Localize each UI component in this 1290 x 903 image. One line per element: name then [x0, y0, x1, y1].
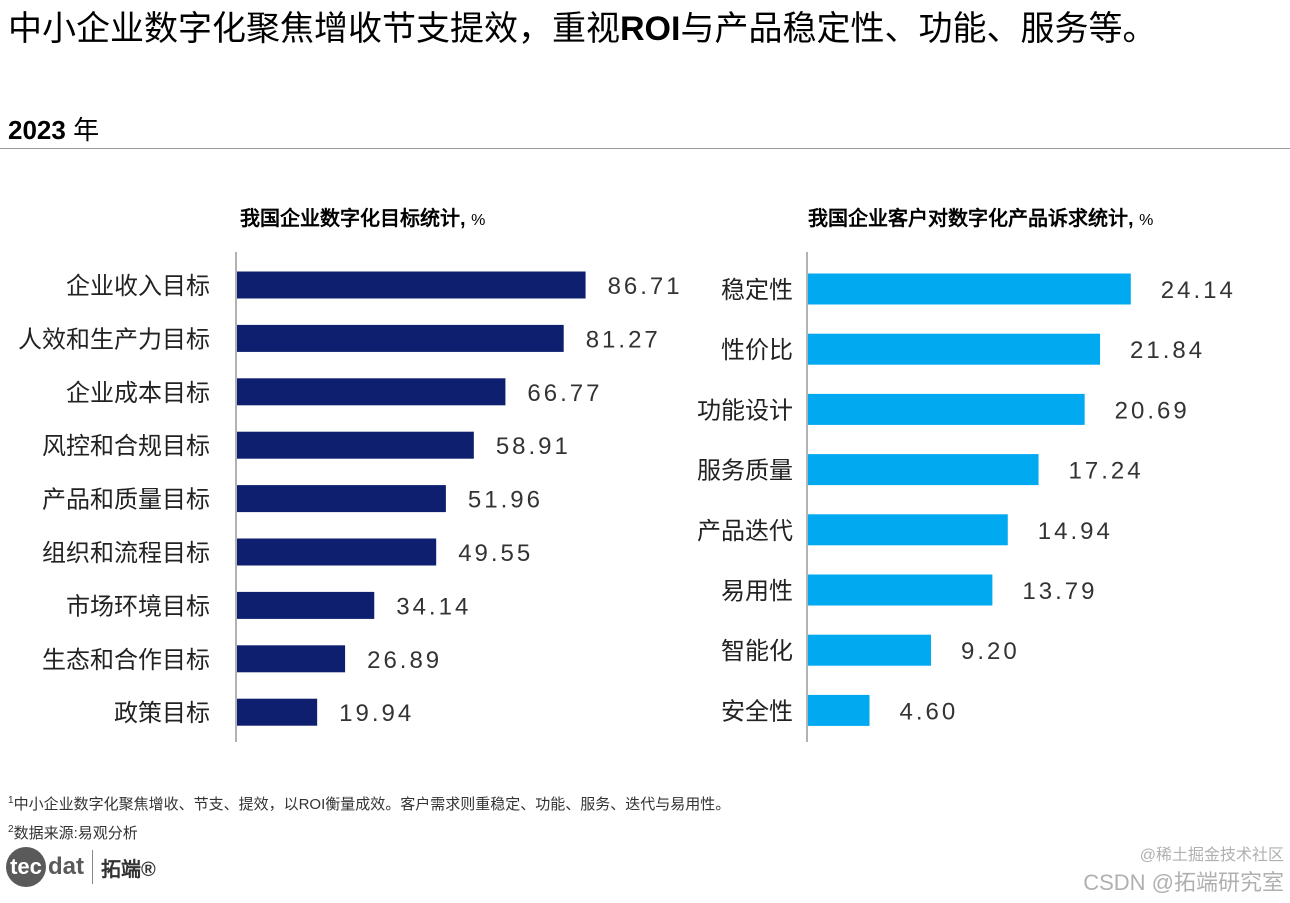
left-bar [237, 378, 506, 406]
left-bar-value-label: 51.96 [468, 487, 543, 514]
left-bar [237, 698, 318, 726]
logo-chinese-name: 拓端® [101, 858, 156, 881]
watermark-line-1: @稀土掘金技术社区 [1139, 847, 1284, 864]
right-bar [808, 454, 1039, 486]
brand-logo: tec dat 拓端® [6, 844, 156, 890]
footnote-1-text: 中小企业数字化聚焦增收、节支、提效，以ROI衡量成效。客户需求则重稳定、功能、服… [13, 796, 731, 813]
right-category-label: 安全性 [721, 698, 793, 725]
year-label: 2023 年 [8, 110, 99, 147]
right-bar-value-label: 9.20 [961, 638, 1020, 665]
right-bar-value-label: 13.79 [1022, 578, 1097, 605]
left-bar-value-label: 58.91 [496, 433, 571, 460]
header-divider [0, 148, 1290, 149]
right-category-label: 稳定性 [721, 277, 793, 304]
footnote-1-number: 1 [8, 795, 14, 806]
watermark: @稀土掘金技术社区 CSDN @拓端研究室 [1083, 841, 1284, 897]
right-bar-value-label: 4.60 [900, 698, 959, 725]
left-category-label: 人效和生产力目标 [18, 326, 210, 353]
right-bar-value-label: 14.94 [1038, 518, 1113, 545]
right-category-label: 产品迭代 [697, 518, 793, 545]
right-bar [808, 333, 1101, 365]
left-bar [237, 324, 564, 352]
left-bar-value-label: 34.14 [396, 593, 471, 620]
logo-circle: tec [6, 847, 46, 887]
footnote-1: 1中小企业数字化聚焦增收、节支、提效，以ROI衡量成效。客户需求则重稳定、功能、… [8, 788, 730, 817]
logo-rest-text: dat [48, 853, 84, 880]
left-bar-value-label: 26.89 [367, 647, 442, 674]
left-bar-value-label: 19.94 [339, 700, 414, 727]
left-category-label: 市场环境目标 [66, 593, 210, 620]
right-bar [808, 514, 1008, 546]
left-category-label: 生态和合作目标 [42, 647, 210, 674]
left-chart-unit: % [471, 212, 486, 229]
logo-separator [92, 850, 93, 884]
right-bar-value-label: 24.14 [1161, 277, 1236, 304]
footnote-2-text: 数据来源:易观分析 [13, 825, 138, 842]
right-category-label: 服务质量 [697, 458, 793, 485]
left-category-label: 产品和质量目标 [42, 487, 210, 514]
left-bar [237, 538, 437, 566]
right-category-label: 易用性 [721, 578, 793, 605]
right-bar [808, 574, 993, 606]
left-bar [237, 591, 375, 619]
right-bar [808, 273, 1131, 305]
right-bar [808, 694, 870, 726]
left-bar [237, 271, 586, 299]
footnote-2-number: 2 [8, 824, 14, 835]
left-bar-value-label: 66.77 [527, 380, 602, 407]
footnote-2: 2数据来源:易观分析 [8, 817, 730, 846]
footnotes: 1中小企业数字化聚焦增收、节支、提效，以ROI衡量成效。客户需求则重稳定、功能、… [8, 788, 730, 846]
left-category-label: 组织和流程目标 [42, 540, 210, 567]
watermark-line-2: CSDN @拓端研究室 [1083, 870, 1284, 895]
left-chart-title: 我国企业数字化目标统计, % [240, 202, 485, 231]
right-chart-title: 我国企业客户对数字化产品诉求统计, % [808, 202, 1153, 231]
page-headline: 中小企业数字化聚焦增收节支提效，重视ROI与产品稳定性、功能、服务等。 [8, 8, 1268, 50]
left-category-label: 风控和合规目标 [42, 433, 210, 460]
left-bar [237, 485, 446, 513]
left-bar [237, 431, 474, 459]
right-category-label: 智能化 [721, 638, 793, 665]
year-value: 2023 [8, 115, 66, 145]
tecdat-logo-mark: tec dat [6, 847, 84, 887]
right-chart-title-text: 我国企业客户对数字化产品诉求统计, [808, 208, 1134, 230]
right-bar-value-label: 21.84 [1130, 337, 1205, 364]
right-bar [808, 634, 932, 666]
year-unit: 年 [73, 115, 100, 145]
headline-bold: ROI [620, 10, 681, 48]
left-bar-value-label: 49.55 [458, 540, 533, 567]
left-category-label: 政策目标 [114, 700, 210, 727]
left-bar [237, 645, 346, 673]
right-bar-value-label: 20.69 [1115, 397, 1190, 424]
right-bar [808, 393, 1085, 425]
left-chart-title-text: 我国企业数字化目标统计, [240, 208, 466, 230]
right-category-label: 功能设计 [697, 397, 793, 424]
right-category-label: 性价比 [721, 337, 793, 364]
left-category-label: 企业成本目标 [66, 380, 210, 407]
left-bar-value-label: 86.71 [608, 273, 683, 300]
right-bar-value-label: 17.24 [1069, 458, 1144, 485]
left-bar-value-label: 81.27 [586, 326, 661, 353]
right-chart-unit: % [1139, 212, 1154, 229]
left-category-label: 企业收入目标 [66, 273, 210, 300]
headline-part1: 中小企业数字化聚焦增收节支提效，重视 [8, 10, 620, 48]
headline-part2: 与产品稳定性、功能、服务等。 [680, 10, 1157, 48]
